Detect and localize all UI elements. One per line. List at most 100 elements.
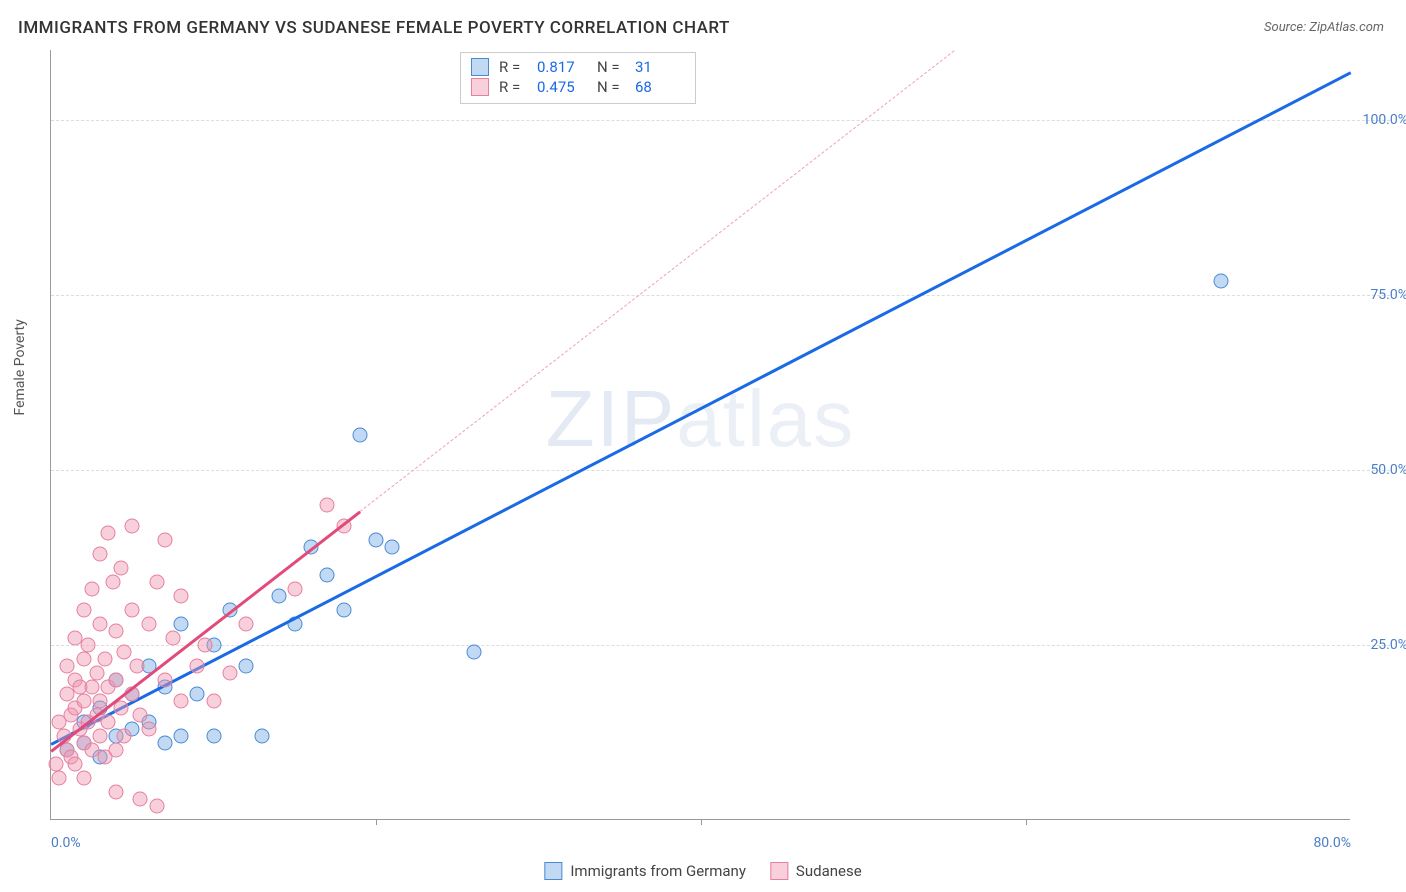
scatter-point-sudanese: [206, 694, 221, 709]
watermark: ZIPatlas: [546, 373, 855, 465]
scatter-point-sudanese: [165, 631, 180, 646]
scatter-point-sudanese: [52, 771, 67, 786]
scatter-point-sudanese: [113, 561, 128, 576]
watermark-thin: atlas: [676, 374, 855, 463]
scatter-point-germany: [385, 540, 400, 555]
scatter-point-sudanese: [109, 624, 124, 639]
stat-r-value: 0.475: [537, 78, 587, 96]
scatter-point-sudanese: [100, 526, 115, 541]
scatter-point-germany: [466, 645, 481, 660]
legend-label: Sudanese: [796, 862, 862, 880]
correlation-chart: IMMIGRANTS FROM GERMANY VS SUDANESE FEMA…: [0, 0, 1406, 892]
legend-stats-row-germany: R = 0.817 N = 31: [471, 57, 685, 77]
scatter-point-sudanese: [198, 638, 213, 653]
watermark-bold: ZIP: [546, 374, 676, 463]
gridline-horizontal: [51, 645, 1390, 646]
scatter-point-sudanese: [133, 792, 148, 807]
stat-r-value: 0.817: [537, 58, 587, 76]
y-axis-label: Female Poverty: [12, 319, 28, 415]
x-tick-label: 80.0%: [1313, 835, 1351, 851]
scatter-point-sudanese: [149, 575, 164, 590]
legend-swatch: [770, 862, 788, 880]
scatter-point-sudanese: [190, 659, 205, 674]
scatter-point-sudanese: [76, 771, 91, 786]
scatter-point-germany: [174, 617, 189, 632]
scatter-point-sudanese: [287, 582, 302, 597]
scatter-point-sudanese: [109, 785, 124, 800]
scatter-point-sudanese: [320, 498, 335, 513]
scatter-point-germany: [336, 603, 351, 618]
y-tick-label: 100.0%: [1363, 112, 1406, 128]
scatter-point-germany: [190, 687, 205, 702]
scatter-point-germany: [206, 729, 221, 744]
scatter-point-sudanese: [92, 729, 107, 744]
scatter-point-germany: [239, 659, 254, 674]
chart-title: IMMIGRANTS FROM GERMANY VS SUDANESE FEMA…: [18, 18, 730, 38]
scatter-point-germany: [1214, 274, 1229, 289]
scatter-point-sudanese: [141, 617, 156, 632]
scatter-point-sudanese: [133, 708, 148, 723]
scatter-point-sudanese: [157, 673, 172, 688]
scatter-point-sudanese: [84, 582, 99, 597]
stat-r-label: R =: [499, 58, 527, 76]
scatter-point-sudanese: [76, 652, 91, 667]
scatter-point-sudanese: [125, 603, 140, 618]
legend-swatch: [544, 862, 562, 880]
plot-area: ZIPatlas 25.0%50.0%75.0%100.0%0.0%80.0%: [50, 50, 1350, 820]
scatter-point-sudanese: [89, 666, 104, 681]
scatter-point-sudanese: [125, 519, 140, 534]
scatter-point-sudanese: [117, 645, 132, 660]
scatter-point-germany: [157, 736, 172, 751]
scatter-point-sudanese: [92, 617, 107, 632]
scatter-point-germany: [174, 729, 189, 744]
scatter-point-germany: [369, 533, 384, 548]
stat-n-value: 68: [635, 78, 685, 96]
scatter-point-sudanese: [97, 652, 112, 667]
scatter-point-sudanese: [141, 722, 156, 737]
stat-n-value: 31: [635, 58, 685, 76]
scatter-point-sudanese: [68, 757, 83, 772]
scatter-point-sudanese: [149, 799, 164, 814]
x-tick-mark: [376, 819, 377, 825]
scatter-point-sudanese: [130, 659, 145, 674]
stat-n-label: N =: [597, 78, 625, 96]
scatter-point-sudanese: [92, 547, 107, 562]
legend-item-germany: Immigrants from Germany: [544, 862, 746, 880]
x-tick-mark: [1026, 819, 1027, 825]
legend-stats-row-sudanese: R = 0.475 N = 68: [471, 77, 685, 97]
scatter-point-sudanese: [109, 673, 124, 688]
scatter-point-sudanese: [81, 638, 96, 653]
gridline-horizontal: [51, 470, 1390, 471]
scatter-point-germany: [352, 428, 367, 443]
scatter-point-sudanese: [222, 666, 237, 681]
legend-stats-box: R = 0.817 N = 31 R = 0.475 N = 68: [460, 52, 696, 104]
scatter-point-sudanese: [117, 729, 132, 744]
scatter-point-sudanese: [76, 694, 91, 709]
legend-swatch: [471, 78, 489, 96]
scatter-point-germany: [255, 729, 270, 744]
y-tick-label: 25.0%: [1370, 637, 1406, 653]
scatter-point-sudanese: [60, 659, 75, 674]
scatter-point-sudanese: [174, 589, 189, 604]
scatter-point-sudanese: [174, 694, 189, 709]
scatter-point-sudanese: [113, 701, 128, 716]
stat-n-label: N =: [597, 58, 625, 76]
scatter-point-sudanese: [48, 757, 63, 772]
scatter-point-sudanese: [76, 603, 91, 618]
legend-item-sudanese: Sudanese: [770, 862, 862, 880]
bottom-legend: Immigrants from Germany Sudanese: [544, 862, 861, 880]
y-tick-label: 75.0%: [1370, 287, 1406, 303]
scatter-point-sudanese: [84, 680, 99, 695]
scatter-point-sudanese: [100, 715, 115, 730]
stat-r-label: R =: [499, 78, 527, 96]
scatter-point-sudanese: [157, 533, 172, 548]
legend-swatch: [471, 58, 489, 76]
x-tick-label: 0.0%: [51, 835, 81, 851]
y-tick-label: 50.0%: [1370, 462, 1406, 478]
scatter-point-germany: [271, 589, 286, 604]
scatter-point-germany: [320, 568, 335, 583]
gridline-horizontal: [51, 295, 1390, 296]
x-tick-mark: [701, 819, 702, 825]
legend-label: Immigrants from Germany: [570, 862, 746, 880]
scatter-point-sudanese: [105, 575, 120, 590]
